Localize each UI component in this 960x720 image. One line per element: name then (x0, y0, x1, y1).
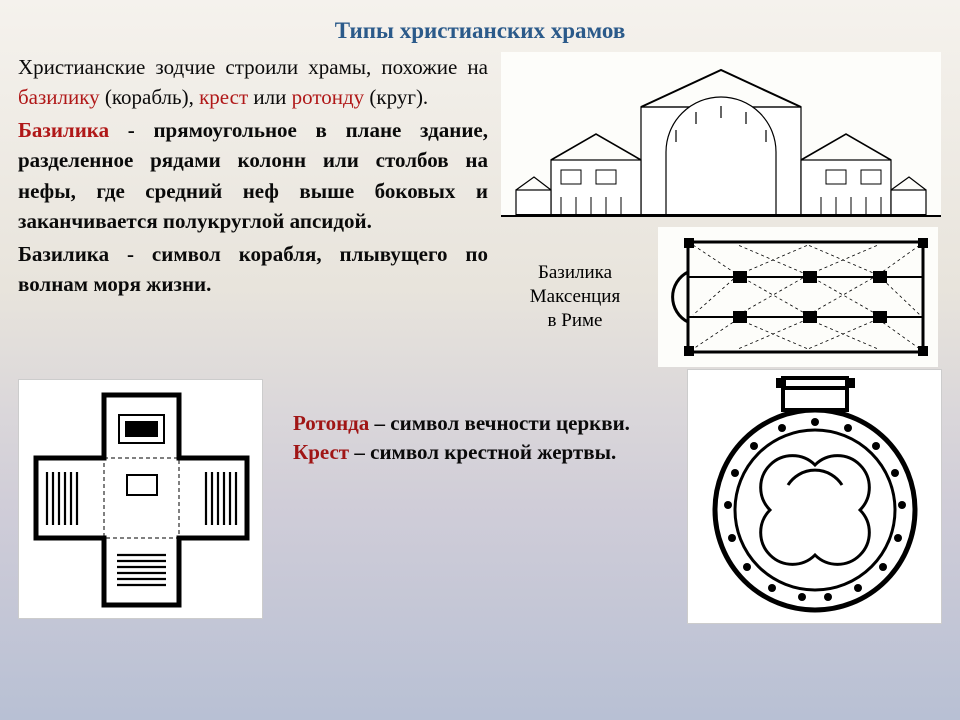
symbol-paragraph: Базилика - символ корабля, плывущего по … (18, 239, 488, 300)
def-term: Базилика (18, 118, 109, 142)
keyword-rotunda-2: Ротонда (293, 411, 369, 435)
top-section: Христианские зодчие строили храмы, похож… (0, 52, 960, 367)
intro-paragraph: Христианские зодчие строили храмы, похож… (18, 52, 488, 113)
intro-pre: Христианские зодчие строили храмы, похож… (18, 55, 488, 79)
rotunda-plan-figure (687, 369, 942, 624)
basilica-plan-figure (658, 227, 938, 367)
caption-line3: в Риме (548, 310, 603, 331)
keyword-cross-2: Крест (293, 440, 349, 464)
bottom-text: Ротонда – символ вечности церкви. Крест … (293, 379, 657, 468)
rotunda-text: – символ вечности церкви. (369, 411, 630, 435)
cross-plan-figure (18, 379, 263, 619)
keyword-rotunda: ротонду (292, 85, 365, 109)
intro-mid2: или (248, 85, 291, 109)
caption-line1: Базилика (538, 262, 612, 283)
caption-line2: Максенция (530, 286, 620, 307)
intro-post: (круг). (364, 85, 428, 109)
rotunda-line: Ротонда – символ вечности церкви. (293, 409, 657, 438)
main-text: Христианские зодчие строили храмы, похож… (18, 52, 488, 367)
cross-line: Крест – символ крестной жертвы. (293, 438, 657, 467)
bottom-section: Ротонда – символ вечности церкви. Крест … (0, 367, 960, 624)
right-figures: Базилика Максенция в Риме (500, 52, 942, 367)
keyword-cross: крест (199, 85, 248, 109)
intro-mid1: (корабль), (100, 85, 199, 109)
keyword-basilica: базилику (18, 85, 100, 109)
definition-paragraph: Базилика - прямоугольное в плане здание,… (18, 115, 488, 237)
cross-text: – символ крестной жертвы. (349, 440, 616, 464)
basilica-elevation-figure (501, 52, 941, 217)
page-title: Типы христианских храмов (0, 0, 960, 52)
basilica-caption: Базилика Максенция в Риме (500, 261, 650, 332)
